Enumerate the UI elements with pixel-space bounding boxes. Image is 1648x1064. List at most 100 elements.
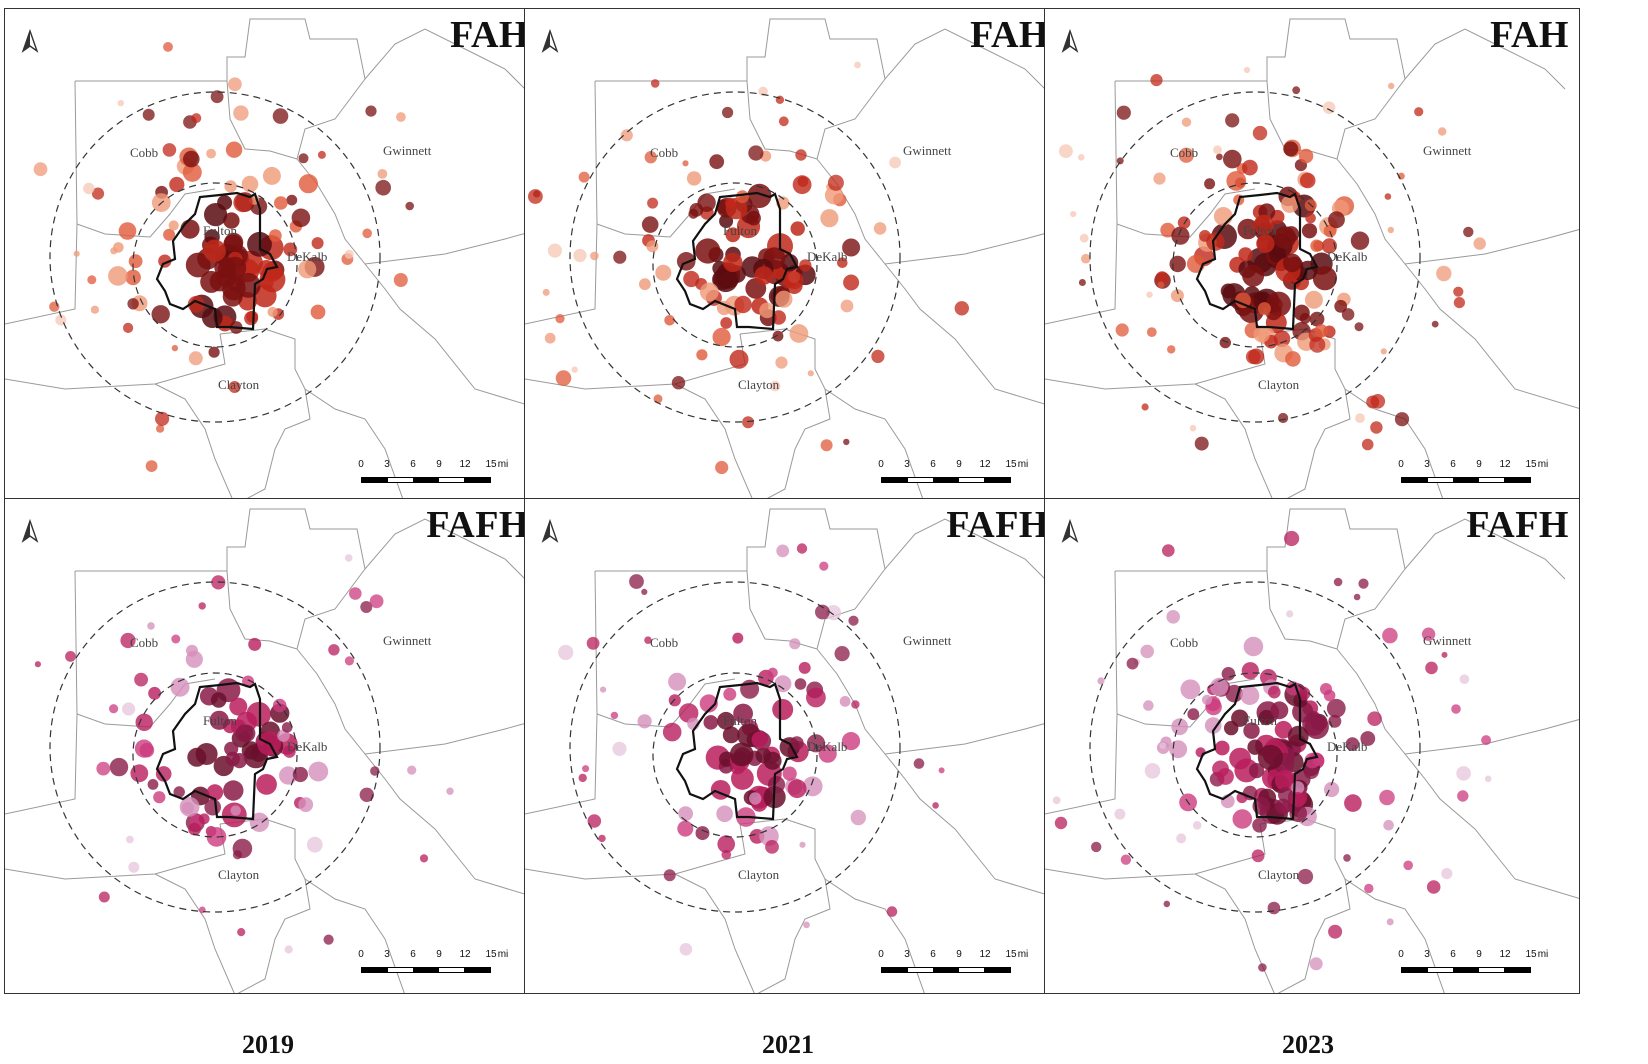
scale-bar-segments — [1401, 477, 1531, 483]
hotspot — [1286, 610, 1294, 618]
hotspot — [370, 766, 380, 776]
hotspot-core — [223, 256, 247, 280]
hotspot — [732, 632, 744, 644]
hotspot — [776, 544, 790, 558]
hotspot — [696, 349, 708, 361]
hotspot — [1167, 345, 1176, 354]
hotspot — [1160, 222, 1176, 238]
county-label-cobb: Cobb — [130, 635, 159, 650]
county-label-dekalb: DeKalb — [807, 249, 848, 264]
hotspot — [1155, 271, 1169, 285]
county-label-cobb: Cobb — [650, 635, 679, 650]
buffer-ring-outer — [49, 91, 381, 423]
hotspot — [1176, 833, 1187, 844]
hotspot — [820, 209, 839, 228]
hotspot — [1162, 544, 1175, 557]
scale-bar-segments — [1401, 967, 1531, 973]
hotspot — [120, 632, 136, 649]
panel-title: FAH — [450, 14, 529, 56]
county-boundaries — [5, 508, 539, 993]
scale-tick-label: 9 — [956, 949, 962, 960]
scale-unit: mi — [1537, 459, 1549, 470]
hotspot — [1355, 413, 1365, 423]
hotspot-core — [223, 780, 244, 801]
hotspot — [932, 802, 939, 809]
hotspot — [396, 112, 406, 122]
hotspot — [1473, 237, 1486, 250]
buffer-ring-outer — [1089, 91, 1421, 423]
hotspot — [1360, 731, 1376, 746]
scale-tick-label: 15 — [1005, 949, 1017, 960]
hotspot — [938, 767, 945, 774]
hotspot — [1126, 657, 1139, 670]
hotspot — [310, 304, 326, 320]
buffer-ring-inner — [132, 182, 298, 348]
hotspot — [825, 605, 842, 621]
scale-tick-label: 12 — [459, 459, 471, 470]
hotspots — [34, 554, 454, 954]
hotspot — [407, 765, 417, 775]
county-boundaries — [1045, 18, 1579, 503]
buffer-ring-outer — [1089, 581, 1421, 913]
hotspot — [126, 835, 134, 844]
hotspot — [241, 175, 259, 193]
hotspot — [662, 722, 682, 742]
hotspot — [284, 945, 293, 954]
hotspot — [775, 356, 788, 369]
hotspot — [292, 766, 308, 783]
hotspot — [224, 180, 237, 193]
hotspot — [1251, 849, 1265, 863]
hotspot-core — [751, 731, 768, 748]
scale-tick-label: 12 — [979, 949, 991, 960]
hotspot — [676, 252, 696, 271]
hotspot — [803, 921, 810, 929]
hotspot — [158, 254, 172, 268]
hotspot — [405, 201, 415, 211]
county-label-cobb: Cobb — [1170, 145, 1199, 160]
scale-tick-label: 3 — [904, 459, 910, 470]
hotspot — [758, 86, 768, 97]
hotspot-core — [725, 227, 741, 243]
hotspot — [871, 349, 885, 363]
hotspot — [1171, 226, 1190, 245]
hotspot — [122, 702, 136, 716]
hotspot-core — [1312, 266, 1337, 291]
hotspot — [586, 636, 600, 650]
hotspot — [722, 106, 734, 119]
scale-bar: 0 3 6 9 12 15 mi — [358, 459, 511, 493]
hotspot — [1267, 901, 1281, 915]
hotspot — [187, 295, 205, 313]
hotspot — [742, 416, 755, 429]
hotspot-core — [256, 774, 277, 795]
hotspot — [769, 380, 781, 392]
hotspot-core — [1242, 264, 1265, 287]
hotspot — [156, 424, 165, 433]
hotspot — [734, 295, 752, 314]
hotspot — [767, 667, 778, 678]
hotspot — [73, 250, 80, 257]
hotspot — [806, 687, 826, 708]
hotspot — [344, 656, 354, 666]
hotspot — [206, 148, 217, 159]
north-arrow-icon — [21, 518, 39, 545]
hotspot — [1384, 193, 1392, 200]
hotspot — [1323, 224, 1337, 238]
hotspot — [162, 143, 177, 157]
hotspot — [1273, 330, 1291, 348]
hotspots — [558, 543, 945, 956]
hotspot — [709, 154, 725, 170]
hotspot — [49, 301, 60, 312]
hotspot — [125, 269, 141, 286]
hotspot — [183, 150, 200, 168]
scale-tick-label: 6 — [930, 949, 936, 960]
hotspot-core — [180, 219, 200, 239]
hotspot — [1425, 661, 1438, 675]
hotspot — [362, 228, 373, 239]
county-label-fulton: Fulton — [203, 713, 237, 728]
hotspot-core — [1247, 739, 1263, 755]
hotspot — [268, 229, 282, 243]
scale-bar: 0 3 6 9 12 15 mi — [878, 949, 1031, 983]
scale-tick-label: 0 — [1398, 949, 1404, 960]
hotspot — [317, 150, 326, 159]
county-label-dekalb: DeKalb — [1327, 739, 1368, 754]
